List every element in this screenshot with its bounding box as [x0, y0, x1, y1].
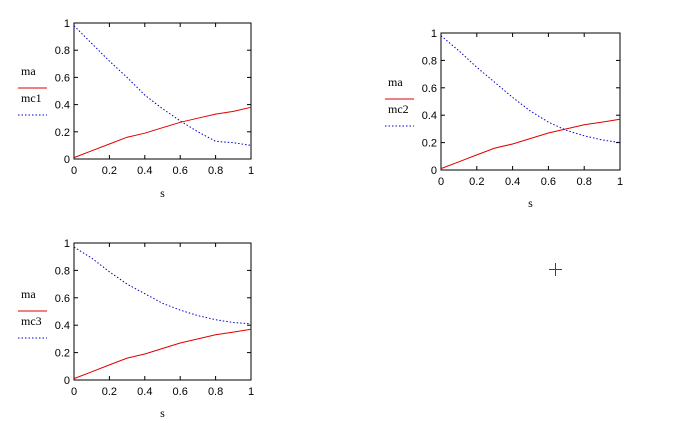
plot-2: 0 0.2 0.4 0.6 0.8 1 0 0.2 0.4 0.6 0.8 1 s ma mc2: [385, 28, 623, 210]
legend-label-mc3: mc3: [21, 314, 42, 328]
y-tick-label: 0.4: [55, 320, 70, 332]
series-line-mc1: [73, 25, 252, 146]
series-line-ma: [73, 106, 252, 159]
series-line-mc3: [73, 246, 252, 325]
y-tick-label: 0.8: [422, 55, 437, 67]
x-axis-label: s: [160, 406, 165, 420]
y-tick-label: 1: [431, 28, 437, 40]
plot-frame: [73, 242, 252, 381]
x-tick-label: 0.4: [505, 176, 520, 188]
x-tick-label: 0.8: [208, 386, 223, 398]
y-tick-label: 0: [64, 375, 70, 387]
y-tick-label: 0.2: [422, 138, 437, 150]
x-tick-label: 0.4: [137, 386, 152, 398]
x-tick-label: 0.6: [173, 386, 188, 398]
x-tick-label: 0.8: [577, 176, 592, 188]
legend-label-ma: ma: [21, 287, 36, 301]
x-tick-label: 0.6: [541, 176, 556, 188]
series-line-mc2: [440, 35, 621, 144]
plot-frame: [73, 22, 252, 160]
series-line-ma: [440, 118, 621, 170]
plot-3: 0 0.2 0.4 0.6 0.8 1 0 0.2 0.4 0.6 0.8 1 s ma mc3: [18, 238, 254, 420]
y-tick-label: 0.4: [422, 110, 437, 122]
plot-frame: [440, 32, 621, 171]
x-tick-label: 0: [438, 176, 444, 188]
y-tick-label: 0.6: [422, 83, 437, 95]
series-line-ma: [73, 328, 252, 380]
x-tick-label: 0.4: [137, 165, 152, 177]
y-tick-label: 1: [64, 18, 70, 30]
x-tick-label: 0.2: [102, 165, 117, 177]
legend-label-mc1: mc1: [21, 91, 42, 105]
x-axis-label: s: [528, 196, 533, 210]
y-tick-label: 0: [64, 154, 70, 166]
x-tick-label: 0: [71, 165, 77, 177]
legend-label-mc2: mc2: [388, 102, 409, 116]
x-axis-label: s: [160, 186, 165, 200]
legend-label-ma: ma: [388, 75, 403, 89]
y-tick-label: 1: [64, 238, 70, 250]
x-tick-label: 0: [71, 386, 77, 398]
y-tick-label: 0.4: [55, 100, 70, 112]
y-tick-label: 0.6: [55, 293, 70, 305]
y-tick-label: 0.2: [55, 348, 70, 360]
plot-1: 0 0.2 0.4 0.6 0.8 1 0 0.2 0.4 0.6 0.8 1 s ma mc1: [18, 18, 254, 200]
x-tick-label: 0.8: [208, 165, 223, 177]
x-tick-label: 0.2: [469, 176, 484, 188]
x-tick-label: 1: [248, 165, 254, 177]
y-tick-label: 0.8: [55, 45, 70, 57]
y-tick-label: 0.2: [55, 127, 70, 139]
crosshair-vertical: [555, 263, 556, 276]
x-tick-label: 0.2: [102, 386, 117, 398]
crosshair-cursor-icon: [549, 263, 562, 276]
x-tick-label: 1: [248, 386, 254, 398]
x-tick-label: 0.6: [173, 165, 188, 177]
y-tick-label: 0.6: [55, 72, 70, 84]
x-tick-label: 1: [617, 176, 623, 188]
y-tick-label: 0: [431, 165, 437, 177]
y-tick-label: 0.8: [55, 265, 70, 277]
legend-label-ma: ma: [21, 64, 36, 78]
